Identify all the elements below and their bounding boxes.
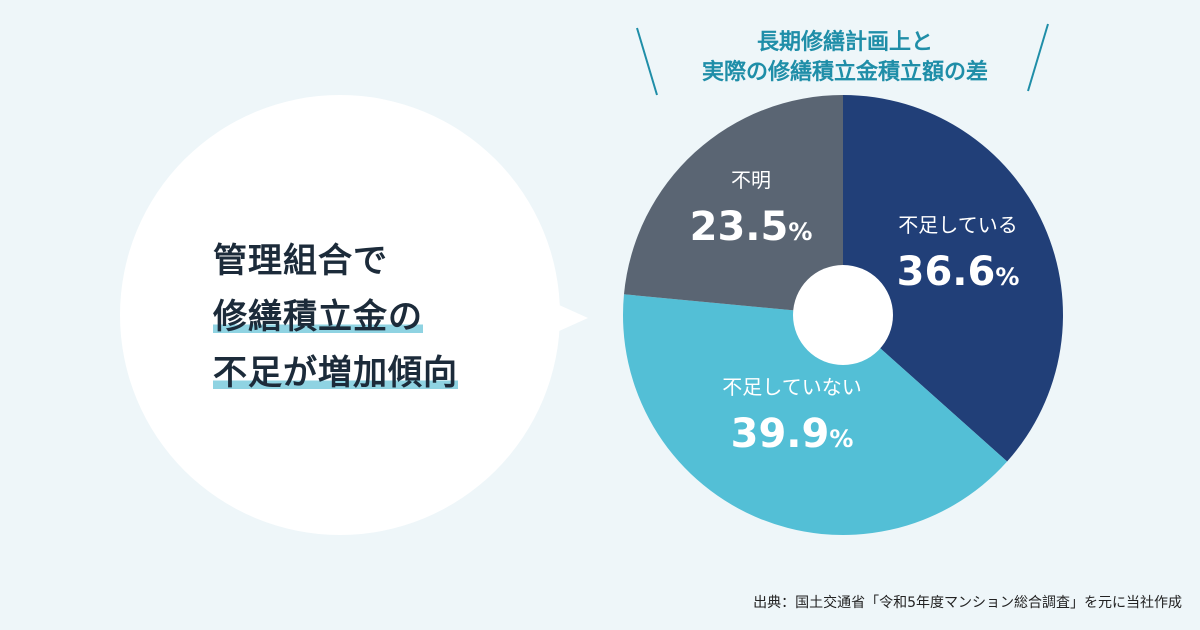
slice-label-1: 不足している [898, 213, 1017, 237]
speech-bubble-tail [548, 300, 588, 336]
headline-line-2: 修繕積立金の [213, 296, 423, 338]
pie-slice-2 [623, 294, 1008, 535]
slice-label-2: 不足していない [722, 375, 861, 399]
slice-value-3: 23.5% [690, 204, 813, 250]
chart-title: 長期修繕計画上と 実際の修繕積立金積立額の差 [640, 28, 1050, 88]
slice-label-3: 不明 [731, 168, 771, 192]
headline-line-3: 不足が増加傾向 [213, 352, 458, 394]
title-deco-right [1027, 23, 1049, 92]
pie-center-hole [793, 265, 893, 365]
slice-value-1: 36.6% [897, 249, 1020, 295]
chart-title-line-1: 長期修繕計画上と [756, 30, 933, 55]
chart-title-line-2: 実際の修繕積立金積立額の差 [701, 60, 988, 85]
title-deco-left [636, 27, 658, 96]
headline-line-1: 管理組合で [213, 241, 388, 281]
source-note: 出典：国土交通省「令和5年度マンション総合調査」を元に当社作成 [753, 595, 1182, 611]
pie-slice-3 [623, 95, 843, 315]
slice-value-2: 39.9% [731, 411, 854, 457]
pie-slice-1 [843, 95, 1063, 462]
